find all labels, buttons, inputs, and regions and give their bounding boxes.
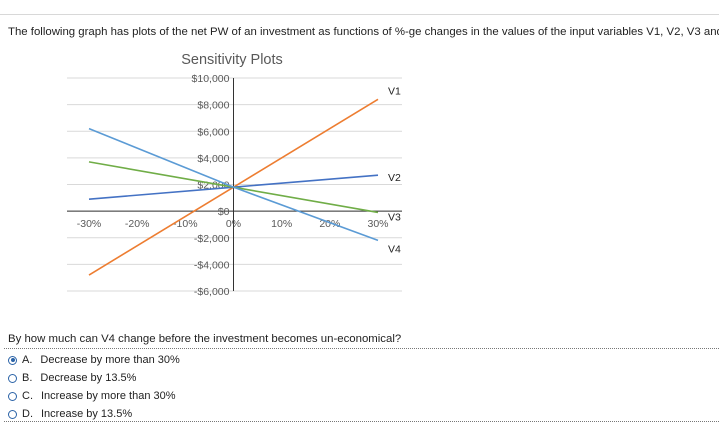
option-a[interactable]: A. Decrease by more than 30% <box>8 351 719 369</box>
option-label-d: Increase by 13.5% <box>41 408 133 420</box>
option-label-a: Decrease by more than 30% <box>40 354 180 366</box>
x-tick-label: 10% <box>271 218 292 230</box>
y-tick-label: -$4,000 <box>194 259 230 271</box>
option-b[interactable]: B. Decrease by 13.5% <box>8 369 719 387</box>
dotted-divider-bottom <box>4 421 719 422</box>
y-tick-label: $6,000 <box>197 126 229 138</box>
radio-icon-d[interactable] <box>8 409 17 419</box>
x-tick-label: 0% <box>226 218 241 230</box>
y-tick-label: $4,000 <box>197 153 229 165</box>
sub-question-text: By how much can V4 change before the inv… <box>8 333 402 345</box>
x-tick-label: -10% <box>173 218 198 230</box>
series-label-v1: V1 <box>388 85 401 97</box>
top-divider <box>0 14 719 15</box>
option-d[interactable]: D. Increase by 13.5% <box>8 405 719 423</box>
question-text: The following graph has plots of the net… <box>8 26 719 38</box>
x-tick-label: 30% <box>367 218 388 230</box>
radio-icon-b[interactable] <box>8 373 17 383</box>
option-letter-c: C. <box>22 390 33 402</box>
radio-icon-c[interactable] <box>8 391 17 401</box>
series-label-v2: V2 <box>388 172 401 184</box>
option-letter-b: B. <box>22 372 33 384</box>
y-tick-label: -$6,000 <box>194 286 230 298</box>
radio-icon-a[interactable] <box>8 355 17 365</box>
series-line-v4 <box>88 127 379 242</box>
option-c[interactable]: C. Increase by more than 30% <box>8 387 719 405</box>
series-label-v3: V3 <box>388 211 401 223</box>
dotted-divider-top <box>4 348 719 349</box>
option-label-b: Decrease by 13.5% <box>40 372 137 384</box>
y-tick-label: $10,000 <box>192 73 230 85</box>
y-tick-label: $0 <box>218 206 230 218</box>
chart-title: Sensitivity Plots <box>181 52 283 68</box>
series-label-v4: V4 <box>388 243 401 255</box>
option-label-c: Increase by more than 30% <box>41 390 176 402</box>
option-letter-d: D. <box>22 408 33 420</box>
y-tick-label: -$2,000 <box>194 233 230 245</box>
option-letter-a: A. <box>22 354 33 366</box>
x-tick-label: -20% <box>125 218 150 230</box>
sensitivity-chart: $10,000$8,000$6,000$4,000$2,000$0-$2,000… <box>67 73 402 298</box>
y-tick-label: $8,000 <box>197 100 229 112</box>
answer-options: A. Decrease by more than 30% B. Decrease… <box>8 351 719 423</box>
x-tick-label: -30% <box>77 218 102 230</box>
